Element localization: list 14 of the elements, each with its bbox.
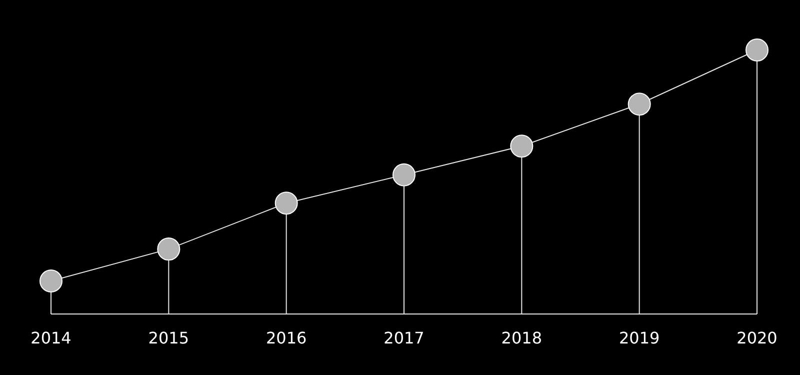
point — [157, 238, 180, 261]
x-tick-label: 2016 — [266, 328, 307, 348]
x-tick-label: 2015 — [148, 328, 190, 348]
x-tick-label: 2017 — [384, 328, 424, 348]
point — [510, 134, 534, 158]
point — [40, 270, 62, 292]
x-tick-label: 2020 — [736, 328, 778, 348]
x-tick-label: 2018 — [501, 328, 542, 348]
point — [628, 92, 651, 116]
point — [392, 163, 416, 186]
point — [274, 192, 298, 215]
point — [746, 38, 768, 62]
x-tick-label: 2014 — [30, 328, 72, 348]
x-tick-label: 2019 — [618, 328, 660, 348]
